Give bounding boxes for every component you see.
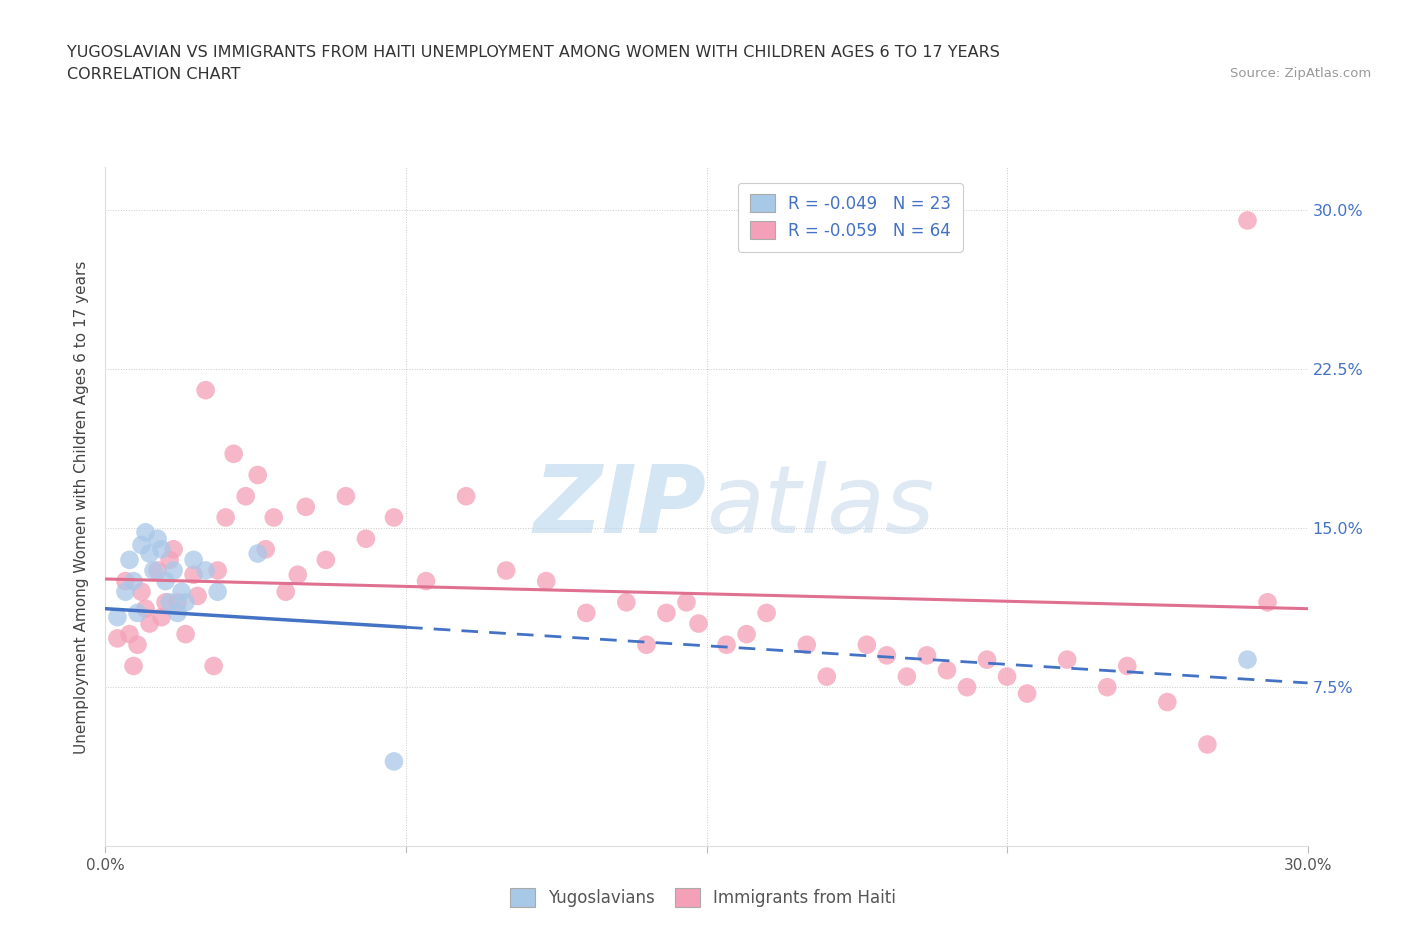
Point [166, 595, 188, 610]
Point [876, 648, 898, 663]
Point [1056, 652, 1078, 667]
Point [454, 489, 477, 504]
Point [1236, 213, 1258, 228]
Point [222, 446, 245, 461]
Point [207, 563, 229, 578]
Point [122, 658, 145, 673]
Point [1116, 658, 1139, 673]
Point [214, 510, 236, 525]
Point [1257, 595, 1279, 610]
Text: ZIP: ZIP [534, 461, 707, 552]
Point [194, 383, 217, 398]
Point [194, 563, 217, 578]
Point [688, 616, 710, 631]
Point [354, 531, 377, 546]
Point [1017, 686, 1039, 701]
Point [174, 627, 197, 642]
Point [956, 680, 979, 695]
Point [254, 542, 277, 557]
Point [146, 563, 169, 578]
Point [295, 499, 318, 514]
Text: atlas: atlas [707, 461, 935, 552]
Text: CORRELATION CHART: CORRELATION CHART [67, 67, 240, 82]
Point [118, 552, 141, 567]
Point [202, 658, 225, 673]
Point [915, 648, 938, 663]
Point [415, 574, 437, 589]
Point [287, 567, 309, 582]
Point [155, 574, 177, 589]
Point [382, 754, 405, 769]
Point [142, 563, 165, 578]
Point [855, 637, 877, 652]
Point [1236, 652, 1258, 667]
Point [735, 627, 758, 642]
Point [135, 525, 157, 539]
Legend: R = -0.049   N = 23, R = -0.059   N = 64: R = -0.049 N = 23, R = -0.059 N = 64 [738, 182, 963, 251]
Point [131, 538, 153, 552]
Point [246, 468, 269, 483]
Point [755, 605, 778, 620]
Point [114, 574, 136, 589]
Point [636, 637, 658, 652]
Point [183, 552, 205, 567]
Point [495, 563, 517, 578]
Point [159, 552, 181, 567]
Point [716, 637, 738, 652]
Point [796, 637, 818, 652]
Point [263, 510, 285, 525]
Point [127, 637, 149, 652]
Point [1156, 695, 1178, 710]
Point [170, 584, 193, 599]
Point [162, 563, 184, 578]
Point [127, 605, 149, 620]
Point [122, 574, 145, 589]
Point [1197, 737, 1219, 752]
Y-axis label: Unemployment Among Women with Children Ages 6 to 17 years: Unemployment Among Women with Children A… [75, 260, 90, 753]
Text: YUGOSLAVIAN VS IMMIGRANTS FROM HAITI UNEMPLOYMENT AMONG WOMEN WITH CHILDREN AGES: YUGOSLAVIAN VS IMMIGRANTS FROM HAITI UNE… [67, 45, 1000, 60]
Point [118, 627, 141, 642]
Point [146, 531, 169, 546]
Point [616, 595, 638, 610]
Point [315, 552, 337, 567]
Point [150, 610, 173, 625]
Point [1097, 680, 1119, 695]
Point [815, 670, 838, 684]
Point [138, 616, 160, 631]
Point [187, 589, 209, 604]
Point [155, 595, 177, 610]
Point [246, 546, 269, 561]
Point [114, 584, 136, 599]
Point [534, 574, 557, 589]
Point [150, 542, 173, 557]
Point [107, 631, 129, 645]
Point [135, 602, 157, 617]
Point [159, 595, 181, 610]
Point [166, 605, 188, 620]
Point [675, 595, 697, 610]
Point [655, 605, 678, 620]
Point [995, 670, 1018, 684]
Point [936, 663, 959, 678]
Point [335, 489, 357, 504]
Point [575, 605, 598, 620]
Point [183, 567, 205, 582]
Point [896, 670, 918, 684]
Point [207, 584, 229, 599]
Text: Source: ZipAtlas.com: Source: ZipAtlas.com [1230, 67, 1371, 80]
Point [976, 652, 998, 667]
Point [382, 510, 405, 525]
Point [235, 489, 257, 504]
Point [174, 595, 197, 610]
Point [274, 584, 297, 599]
Point [138, 546, 160, 561]
Point [162, 542, 184, 557]
Point [107, 610, 129, 625]
Point [131, 584, 153, 599]
Legend: Yugoslavians, Immigrants from Haiti: Yugoslavians, Immigrants from Haiti [501, 878, 905, 917]
